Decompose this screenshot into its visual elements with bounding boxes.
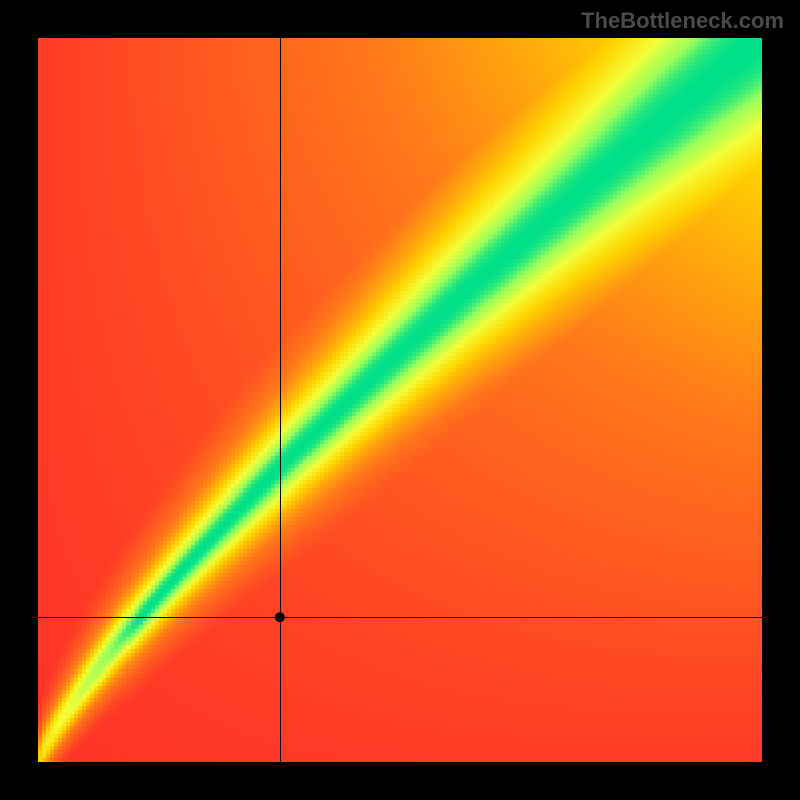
chart-container: TheBottleneck.com: [0, 0, 800, 800]
bottleneck-heatmap-canvas: [0, 0, 800, 800]
watermark-text: TheBottleneck.com: [581, 8, 784, 34]
